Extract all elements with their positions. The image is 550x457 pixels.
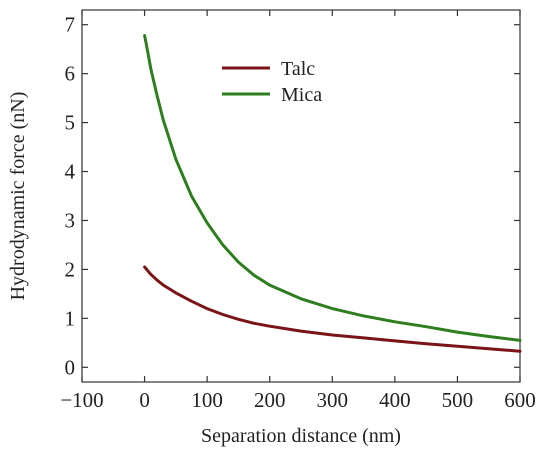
- x-tick-label: 0: [139, 388, 150, 412]
- x-axis-title: Separation distance (nm): [201, 425, 401, 447]
- y-tick-label: 7: [65, 13, 76, 37]
- y-tick-label: 6: [65, 62, 76, 86]
- legend: Talc Mica: [222, 58, 322, 106]
- series-line-mica: [143, 34, 522, 342]
- x-tick-label: 600: [504, 388, 536, 412]
- legend-label-talc: Talc: [281, 58, 315, 80]
- x-tick-label: 200: [254, 388, 286, 412]
- y-tick-label: 4: [65, 160, 76, 184]
- plot-frame: [81, 9, 521, 383]
- series-layer: [143, 34, 522, 353]
- y-tick-label: 3: [65, 208, 76, 232]
- y-tick-label: 5: [65, 111, 76, 135]
- y-tick-label: 0: [65, 355, 76, 379]
- y-tick-label: 1: [65, 306, 76, 330]
- y-axis-title: Hydrodynamic force (nN): [7, 92, 29, 301]
- legend-label-mica: Mica: [281, 84, 322, 106]
- x-tick-label: 100: [191, 388, 223, 412]
- x-tick-label: 300: [317, 388, 349, 412]
- y-axis: 0 1 2 3 4 5 6 7: [65, 13, 520, 379]
- y-tick-label: 2: [65, 257, 76, 281]
- x-tick-label: −100: [60, 388, 103, 412]
- series-line-talc: [143, 265, 522, 353]
- x-axis: −100 0 100 200 300 400 500 600: [60, 10, 536, 412]
- x-tick-label: 500: [442, 388, 474, 412]
- x-tick-label: 400: [379, 388, 411, 412]
